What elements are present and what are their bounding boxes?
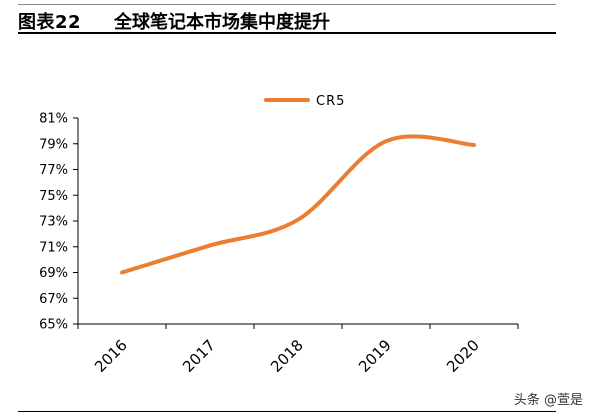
series-line-cr5 [120,134,476,275]
y-tick-label: 79% [39,137,68,152]
legend: CR5 [264,94,345,109]
y-tick-label: 65% [39,318,68,333]
x-tick-label: 2020 [443,336,483,376]
y-tick-label: 77% [39,163,68,178]
figure-title: 全球笔记本市场集中度提升 [114,12,330,33]
y-tick-label: 71% [39,240,68,255]
figure-header: 图表22 全球笔记本市场集中度提升 [18,6,556,34]
legend-label-cr5: CR5 [316,94,345,109]
figure-label: 图表22 [18,12,82,33]
watermark: 头条 @萱是 [509,387,587,410]
series-layer [120,134,476,275]
x-tick-label: 2018 [267,336,307,376]
x-tick-label: 2019 [355,336,395,376]
y-tick-label: 73% [39,215,68,230]
x-axis-ticks: 2016 2017 2018 2019 2020 [77,324,519,376]
top-rule [18,4,556,5]
y-tick-label: 67% [39,292,68,307]
x-tick-label: 2016 [91,336,131,376]
y-tick-label: 75% [39,189,68,204]
x-tick-label: 2017 [179,336,219,376]
y-tick-label: 81% [39,112,68,127]
y-tick-label: 69% [39,266,68,281]
y-axis-ticks: 65% 67% 69% 71% 73% 75% 77% 79% 81% [39,112,78,333]
bottom-rule [18,411,556,412]
